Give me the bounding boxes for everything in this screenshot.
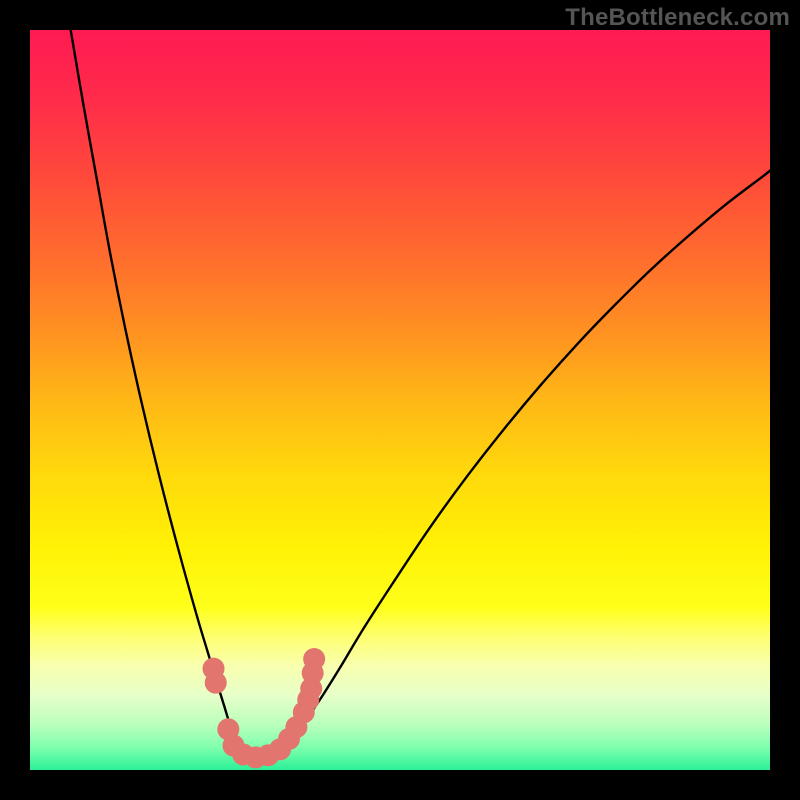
marker-dot [205, 672, 227, 694]
chart-frame: TheBottleneck.com [0, 0, 800, 800]
marker-dot [303, 648, 325, 670]
plot-area [30, 30, 770, 770]
plot-svg [30, 30, 770, 770]
watermark-text: TheBottleneck.com [565, 4, 790, 32]
